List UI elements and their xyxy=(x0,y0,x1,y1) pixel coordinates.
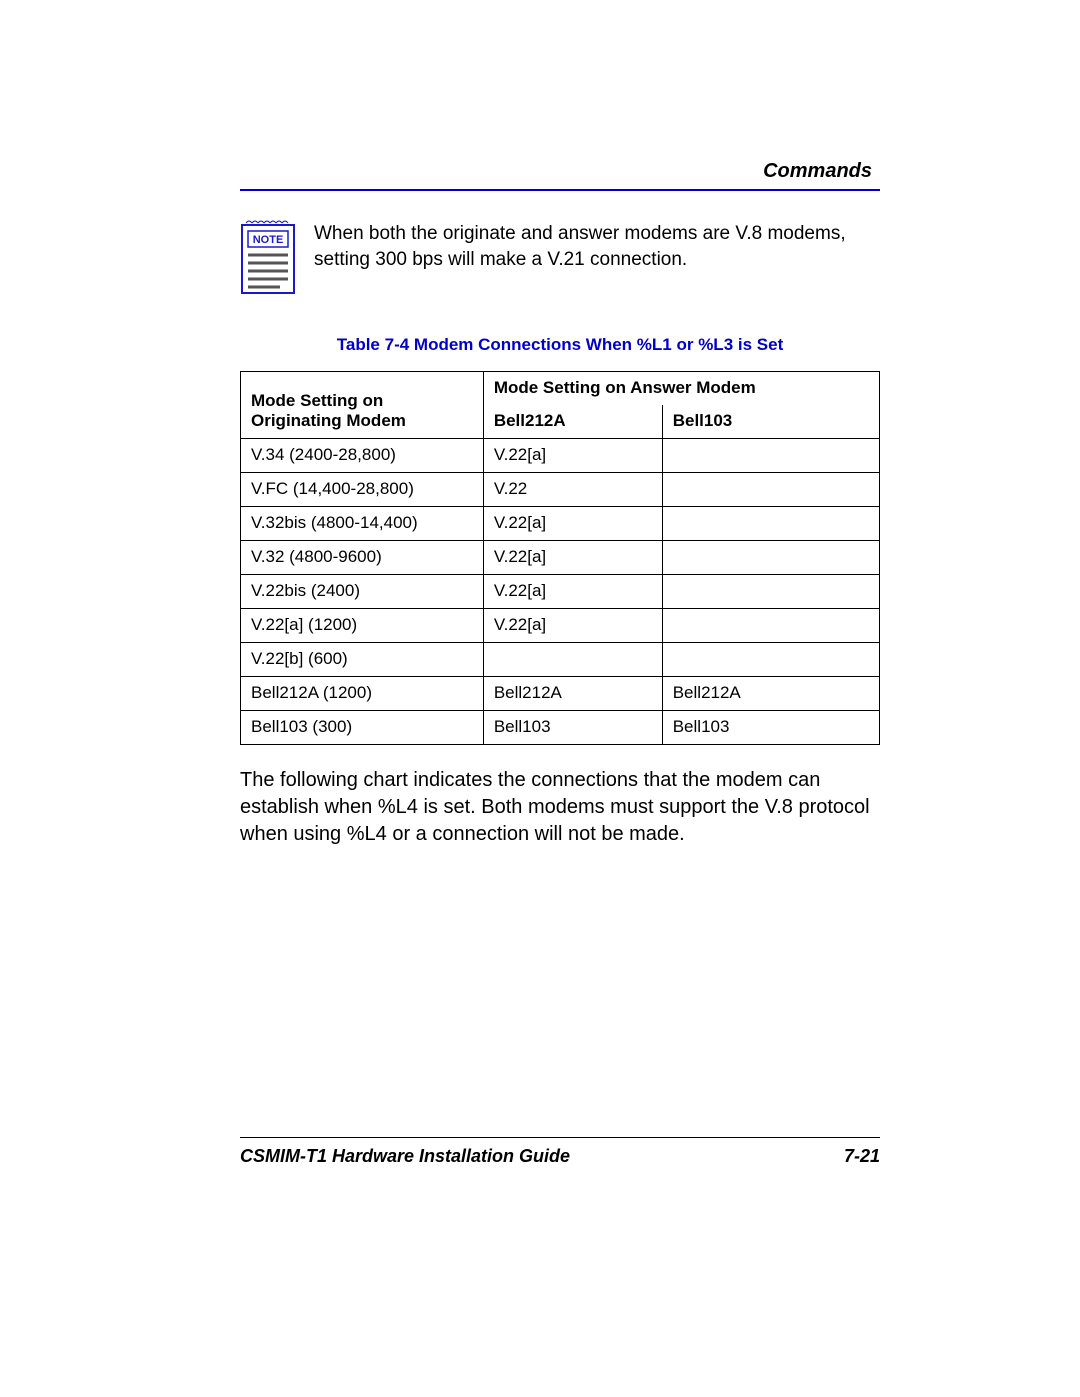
table-cell xyxy=(662,609,879,643)
table-cell xyxy=(483,643,662,677)
table-cell xyxy=(662,507,879,541)
table-cell: Bell103 xyxy=(483,711,662,745)
table-cell: V.34 (2400-28,800) xyxy=(241,439,484,473)
note-label-text: NOTE xyxy=(253,234,284,246)
table-header-originating: Mode Setting on Originating Modem xyxy=(241,372,484,439)
table-cell: V.32bis (4800-14,400) xyxy=(241,507,484,541)
table-cell: V.22[a] (1200) xyxy=(241,609,484,643)
note-text: When both the originate and answer modem… xyxy=(314,219,880,272)
table-cell: Bell103 (300) xyxy=(241,711,484,745)
table-caption: Table 7-4 Modem Connections When %L1 or … xyxy=(240,335,880,355)
table-cell xyxy=(662,439,879,473)
footer-guide-title: CSMIM-T1 Hardware Installation Guide xyxy=(240,1146,570,1167)
table-header-bell212a: Bell212A xyxy=(483,405,662,439)
modem-table: Mode Setting on Originating Modem Mode S… xyxy=(240,371,880,745)
table-cell: V.22[b] (600) xyxy=(241,643,484,677)
note-block: NOTE When both the originate and answer … xyxy=(240,219,880,295)
table-cell: Bell212A (1200) xyxy=(241,677,484,711)
table-cell xyxy=(662,575,879,609)
footer-page-number: 7-21 xyxy=(844,1146,880,1167)
table-row: V.32bis (4800-14,400)V.22[a] xyxy=(241,507,880,541)
table-cell: V.22[a] xyxy=(483,575,662,609)
table-cell xyxy=(662,473,879,507)
table-cell xyxy=(662,643,879,677)
table-row: Bell103 (300)Bell103Bell103 xyxy=(241,711,880,745)
body-paragraph: The following chart indicates the connec… xyxy=(240,767,880,848)
table-row: V.34 (2400-28,800)V.22[a] xyxy=(241,439,880,473)
table-row: V.22[a] (1200)V.22[a] xyxy=(241,609,880,643)
table-cell: V.22[a] xyxy=(483,439,662,473)
table-cell: V.22[a] xyxy=(483,541,662,575)
note-icon: NOTE xyxy=(240,219,296,295)
table-row: V.32 (4800-9600)V.22[a] xyxy=(241,541,880,575)
table-cell: Bell212A xyxy=(483,677,662,711)
table-cell xyxy=(662,541,879,575)
table-row: V.FC (14,400-28,800)V.22 xyxy=(241,473,880,507)
table-cell: V.22[a] xyxy=(483,507,662,541)
table-cell: V.22bis (2400) xyxy=(241,575,484,609)
table-header-answer-span: Mode Setting on Answer Modem xyxy=(483,372,879,406)
table-row: V.22bis (2400)V.22[a] xyxy=(241,575,880,609)
table-body: V.34 (2400-28,800)V.22[a]V.FC (14,400-28… xyxy=(241,439,880,745)
section-title: Commands xyxy=(240,160,880,191)
table-cell: V.22[a] xyxy=(483,609,662,643)
table-cell: Bell103 xyxy=(662,711,879,745)
table-cell: Bell212A xyxy=(662,677,879,711)
table-cell: V.22 xyxy=(483,473,662,507)
table-row: V.22[b] (600) xyxy=(241,643,880,677)
table-cell: V.32 (4800-9600) xyxy=(241,541,484,575)
table-row: Bell212A (1200)Bell212ABell212A xyxy=(241,677,880,711)
table-cell: V.FC (14,400-28,800) xyxy=(241,473,484,507)
table-header-bell103: Bell103 xyxy=(662,405,879,439)
page-footer: CSMIM-T1 Hardware Installation Guide 7-2… xyxy=(240,1137,880,1167)
